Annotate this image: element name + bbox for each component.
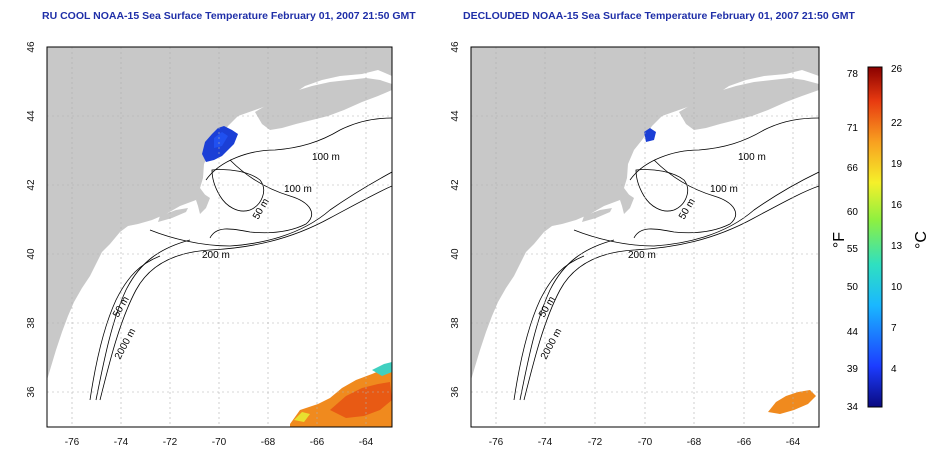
lat-tick: 44 [26, 110, 37, 122]
map-frame-left [46, 46, 393, 428]
bathymetry-contours [513, 117, 819, 401]
contour-label: 200 m [628, 250, 656, 261]
f-tick: 71 [847, 123, 859, 134]
c-tick: 7 [891, 323, 897, 334]
f-tick: 34 [847, 402, 859, 413]
lat-tick: 36 [450, 386, 461, 398]
sst-cold-patch [644, 128, 656, 142]
f-tick: 50 [847, 282, 859, 293]
lon-tick: -76 [65, 437, 80, 448]
contour-label: 100 m [738, 152, 766, 163]
c-tick: 10 [891, 282, 903, 293]
contour-label: 200 m [202, 250, 230, 261]
fahrenheit-ticks: 78 71 66 60 55 50 44 39 34 [847, 69, 859, 413]
contour-50m [635, 169, 688, 212]
grid [47, 47, 392, 427]
contour-label: 100 m [710, 184, 738, 195]
lat-tick: 42 [450, 179, 461, 191]
grid [471, 47, 819, 427]
lon-tick: -76 [489, 437, 504, 448]
celsius-ticks: 26 22 19 16 13 10 7 4 [891, 64, 903, 375]
lon-tick: -66 [737, 437, 752, 448]
lon-tick: -72 [163, 437, 178, 448]
f-tick: 39 [847, 364, 859, 375]
land-long-island [582, 208, 612, 222]
map-title-right: DECLOUDED NOAA-15 Sea Surface Temperatur… [463, 10, 855, 22]
lat-axis-left: 46 44 42 40 38 36 [26, 41, 37, 398]
lat-tick: 38 [26, 317, 37, 329]
colorbar-scale [867, 66, 883, 408]
lon-tick: -70 [212, 437, 227, 448]
land-mainland [47, 47, 392, 380]
lon-tick: -68 [261, 437, 276, 448]
lat-tick: 36 [26, 386, 37, 398]
f-tick: 78 [847, 69, 859, 80]
contour-100m-2 [633, 159, 736, 239]
lon-axis-right: -76 -74 -72 -70 -68 -66 -64 [489, 437, 801, 448]
land-nova-scotia [679, 78, 819, 130]
lat-tick: 46 [26, 41, 37, 53]
lat-tick: 40 [450, 248, 461, 260]
c-tick: 19 [891, 159, 903, 170]
lon-tick: -64 [359, 437, 374, 448]
f-tick: 44 [847, 327, 859, 338]
contour-2000m [523, 185, 819, 401]
land-cape-cod [196, 194, 210, 214]
c-tick: 13 [891, 241, 903, 252]
c-tick: 16 [891, 200, 903, 211]
sst-cold-patch-2 [214, 132, 228, 148]
contour-shelf [95, 239, 191, 401]
land-long-island [158, 208, 188, 222]
land-nova-scotia [255, 78, 392, 130]
land-cape-cod [620, 194, 634, 214]
lat-tick: 44 [450, 110, 461, 122]
map-panel-left: 100 m 100 m 50 m 200 m 50 m 2000 m -76 -… [26, 41, 393, 448]
lat-tick: 46 [450, 41, 461, 53]
c-tick: 26 [891, 64, 903, 75]
sst-warm-patch [768, 390, 816, 414]
bathymetry-contours [89, 117, 392, 401]
contour-50m [211, 169, 264, 212]
lat-tick: 38 [450, 317, 461, 329]
lon-tick: -64 [786, 437, 801, 448]
contour-100m [205, 117, 392, 181]
sst-cool-edge [372, 362, 392, 376]
contour-2000m [99, 185, 392, 401]
map-frame-right [470, 46, 820, 428]
celsius-unit-label: °C [913, 231, 930, 249]
f-tick: 66 [847, 163, 859, 174]
lat-tick: 40 [26, 248, 37, 260]
lon-tick: -66 [310, 437, 325, 448]
fahrenheit-unit-label: °F [831, 232, 848, 248]
lon-tick: -68 [687, 437, 702, 448]
contour-label: 100 m [284, 184, 312, 195]
lon-tick: -72 [588, 437, 603, 448]
lon-tick: -74 [538, 437, 553, 448]
contour-shelf [519, 239, 615, 401]
land-mainland [471, 47, 819, 380]
contour-label: 100 m [312, 152, 340, 163]
sst-warm-patch-core [330, 382, 392, 418]
lon-axis-left: -76 -74 -72 -70 -68 -66 -64 [65, 437, 374, 448]
map-title-left: RU COOL NOAA-15 Sea Surface Temperature … [42, 10, 416, 22]
f-tick: 60 [847, 207, 859, 218]
f-tick: 55 [847, 244, 859, 255]
colorbar: 78 71 66 60 55 50 44 39 34 26 22 19 16 1… [831, 64, 930, 413]
c-tick: 4 [891, 364, 897, 375]
map-panel-right: 100 m 100 m 50 m 200 m 50 m 2000 m -76 -… [450, 41, 820, 448]
c-tick: 22 [891, 118, 903, 129]
lon-tick: -74 [114, 437, 129, 448]
lat-axis-right: 46 44 42 40 38 36 [450, 41, 461, 398]
contour-100m-2 [209, 159, 312, 239]
sst-yellow-edge [294, 412, 310, 422]
lat-tick: 42 [26, 179, 37, 191]
contour-50m-2 [513, 255, 585, 401]
contour-100m [629, 117, 819, 181]
lon-tick: -70 [638, 437, 653, 448]
contour-50m-2 [89, 255, 161, 401]
